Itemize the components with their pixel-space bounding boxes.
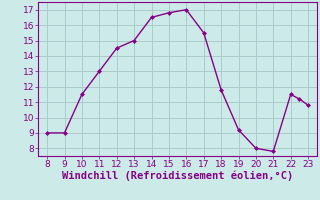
X-axis label: Windchill (Refroidissement éolien,°C): Windchill (Refroidissement éolien,°C) [62,171,293,181]
